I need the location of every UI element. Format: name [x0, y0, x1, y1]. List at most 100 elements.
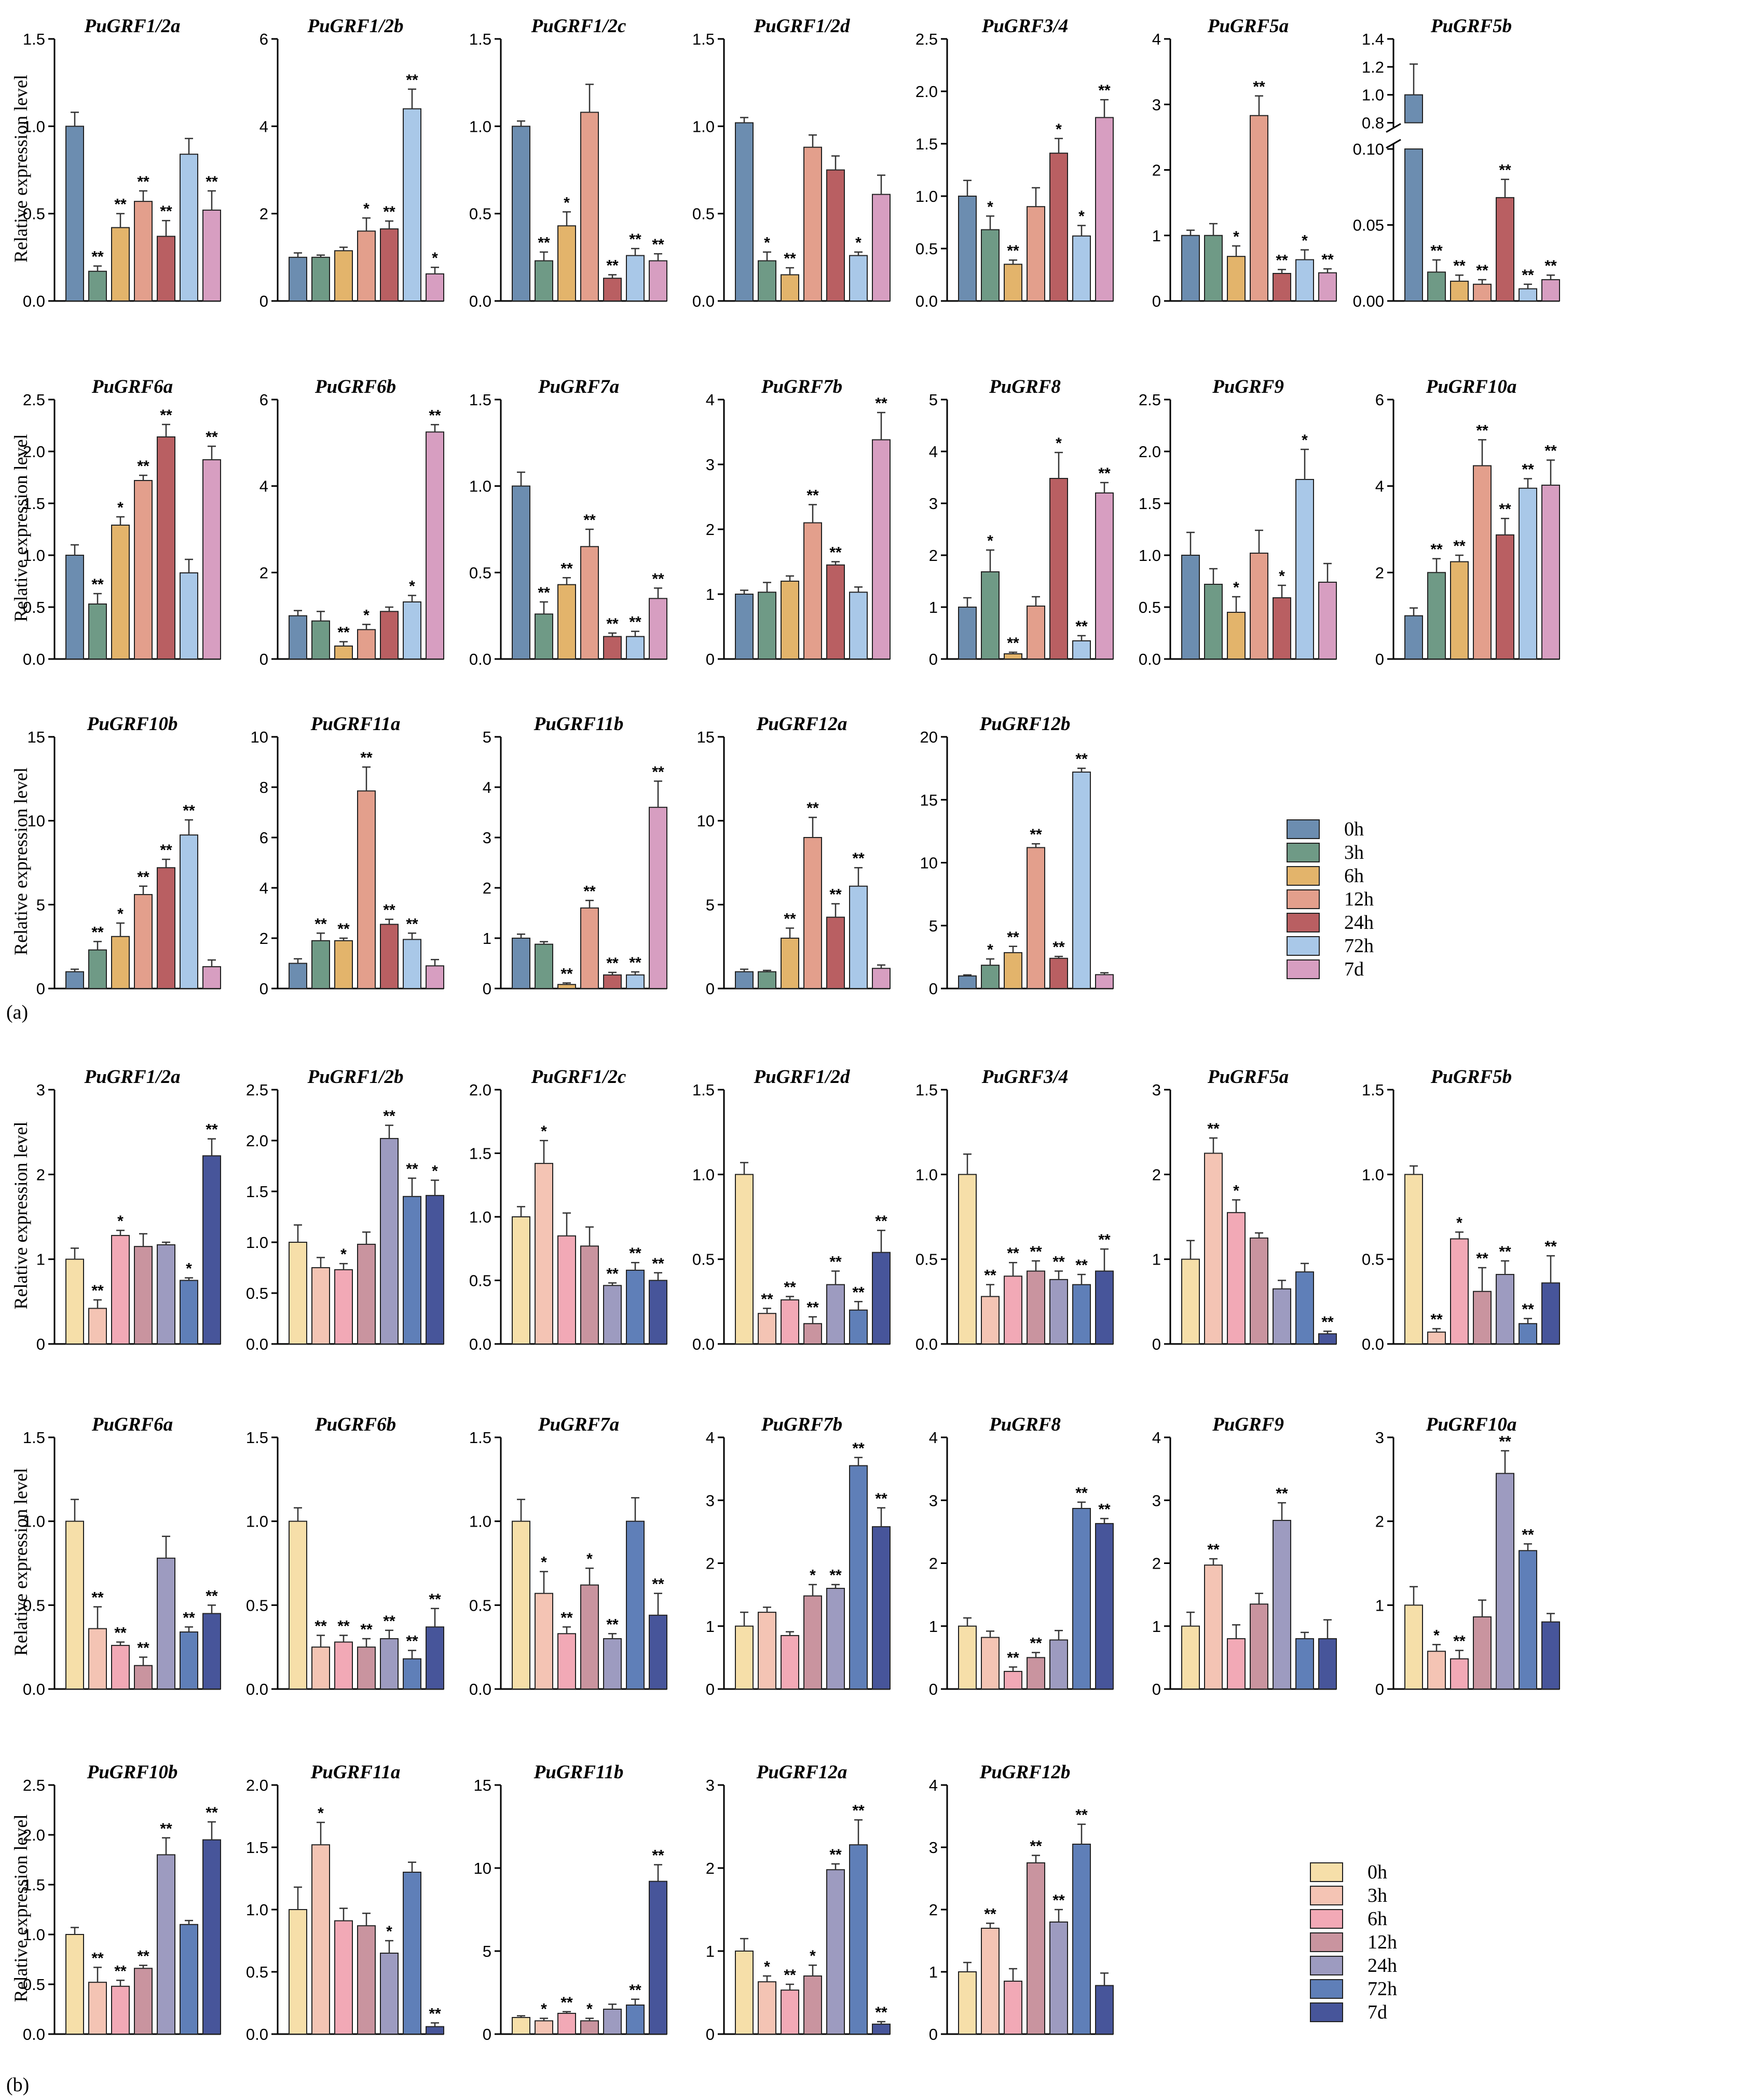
- bar: [334, 1269, 353, 1344]
- y-tick-label: 1.0: [469, 477, 491, 496]
- bar: [1181, 1258, 1200, 1345]
- y-tick-label: 0.0: [1362, 1335, 1384, 1353]
- panel-title: PuGRF12a: [756, 713, 847, 735]
- bar: [334, 1920, 353, 2035]
- panel-title: PuGRF8: [989, 1414, 1061, 1435]
- y-tick-label: 5: [36, 896, 45, 914]
- bar: [803, 522, 822, 660]
- bar: [580, 1245, 599, 1345]
- y-tick-label: 1.5: [23, 1876, 45, 1894]
- bar: [557, 1235, 576, 1344]
- bar: [1181, 235, 1200, 301]
- y-tick-label: 0: [929, 1680, 938, 1698]
- significance-label: **: [429, 407, 441, 424]
- bar: [1181, 1625, 1200, 1690]
- bar: [111, 936, 130, 990]
- significance-label: *: [541, 1554, 547, 1571]
- significance-label: **: [875, 1490, 887, 1507]
- y-tick-label: 0.0: [469, 292, 491, 310]
- bar: [357, 1925, 376, 2035]
- bar: [1227, 1212, 1246, 1344]
- y-tick-label: 0.0: [23, 292, 45, 310]
- bar: [557, 1633, 576, 1690]
- significance-label: **: [629, 1245, 641, 1262]
- bar: [88, 603, 107, 660]
- significance-label: **: [652, 1847, 664, 1864]
- y-tick-label: 1.0: [23, 117, 45, 135]
- y-tick-label: 0.0: [469, 650, 491, 668]
- y-tick-label: 0.0: [246, 1335, 268, 1353]
- bar: [1204, 1564, 1223, 1690]
- y-tick-label: 4: [1152, 1429, 1161, 1447]
- legend-swatch: [1287, 936, 1320, 956]
- significance-label: **: [1499, 501, 1511, 518]
- significance-label: **: [1276, 1485, 1288, 1502]
- significance-label: *: [1302, 232, 1308, 250]
- y-tick-label: 0: [259, 292, 268, 310]
- legend-swatch: [1287, 959, 1320, 979]
- bar: [357, 1646, 376, 1690]
- significance-label: **: [406, 915, 418, 932]
- bar: [157, 236, 175, 301]
- y-tick-label: 0: [483, 980, 491, 998]
- significance-label: **: [337, 921, 350, 938]
- bar: [872, 439, 891, 660]
- bar: [289, 1520, 307, 1690]
- y-tick-label: 1.0: [469, 1208, 491, 1226]
- bar: [649, 260, 667, 302]
- bar: [88, 1982, 107, 2035]
- bar: [1473, 465, 1492, 660]
- y-tick-label: 2: [36, 1165, 45, 1184]
- bar: [535, 2020, 553, 2035]
- y-tick-label: 5: [929, 917, 938, 935]
- y-tick-label: 1: [1152, 1617, 1161, 1636]
- significance-label: **: [1430, 242, 1443, 259]
- significance-label: **: [829, 1846, 842, 1863]
- significance-label: **: [1052, 939, 1065, 956]
- bar: [1072, 1844, 1091, 2035]
- bar: [180, 154, 198, 301]
- bar: [334, 250, 353, 302]
- significance-label: **: [337, 1618, 350, 1635]
- y-tick-label: 0.5: [1139, 598, 1161, 616]
- significance-label: **: [1207, 1120, 1220, 1137]
- bar: [826, 1284, 845, 1345]
- panel-pugrf11a: PuGRF11a 0 2 4 6 8 10 ** ** ** ** **: [251, 713, 444, 998]
- y-axis-label: Relative expression level: [10, 75, 31, 263]
- significance-label: **: [1544, 257, 1557, 274]
- y-tick-label: 6: [259, 829, 268, 847]
- legend-label: 72h: [1368, 1978, 1397, 2000]
- bar-upper: [1404, 94, 1423, 123]
- y-tick-label: 1: [706, 1617, 715, 1636]
- y-tick-label: 1.5: [246, 1429, 268, 1447]
- bar: [1519, 1550, 1537, 1690]
- significance-label: *: [363, 607, 370, 624]
- y-tick-label: 4: [929, 1429, 938, 1447]
- bar: [88, 1308, 107, 1344]
- significance-label: **: [360, 1621, 373, 1638]
- significance-label: **: [829, 1567, 842, 1584]
- y-tick-label: 3: [706, 456, 715, 474]
- panel-title: PuGRF10a: [1426, 1414, 1517, 1435]
- y-tick-label: 1.0: [23, 1926, 45, 1944]
- bar: [512, 1216, 530, 1344]
- bar: [88, 949, 107, 989]
- bar: [134, 480, 153, 660]
- y-axis-label: Relative expression level: [10, 1815, 31, 2002]
- bar: [826, 1869, 845, 2035]
- bar: [535, 1593, 553, 1690]
- y-tick-label: 1: [706, 585, 715, 603]
- legend-label: 3h: [1368, 1885, 1387, 1906]
- y-tick-label: 2.5: [246, 1081, 268, 1099]
- significance-label: **: [560, 1994, 573, 2011]
- significance-label: **: [1499, 162, 1511, 179]
- bar: [557, 225, 576, 301]
- y-tick-label: 0: [929, 2025, 938, 2043]
- y-tick-label: 1.0: [469, 1513, 491, 1531]
- bar: [1095, 492, 1114, 660]
- significance-label: **: [1253, 78, 1265, 95]
- bar: [781, 1635, 799, 1690]
- significance-label: **: [1499, 1433, 1511, 1450]
